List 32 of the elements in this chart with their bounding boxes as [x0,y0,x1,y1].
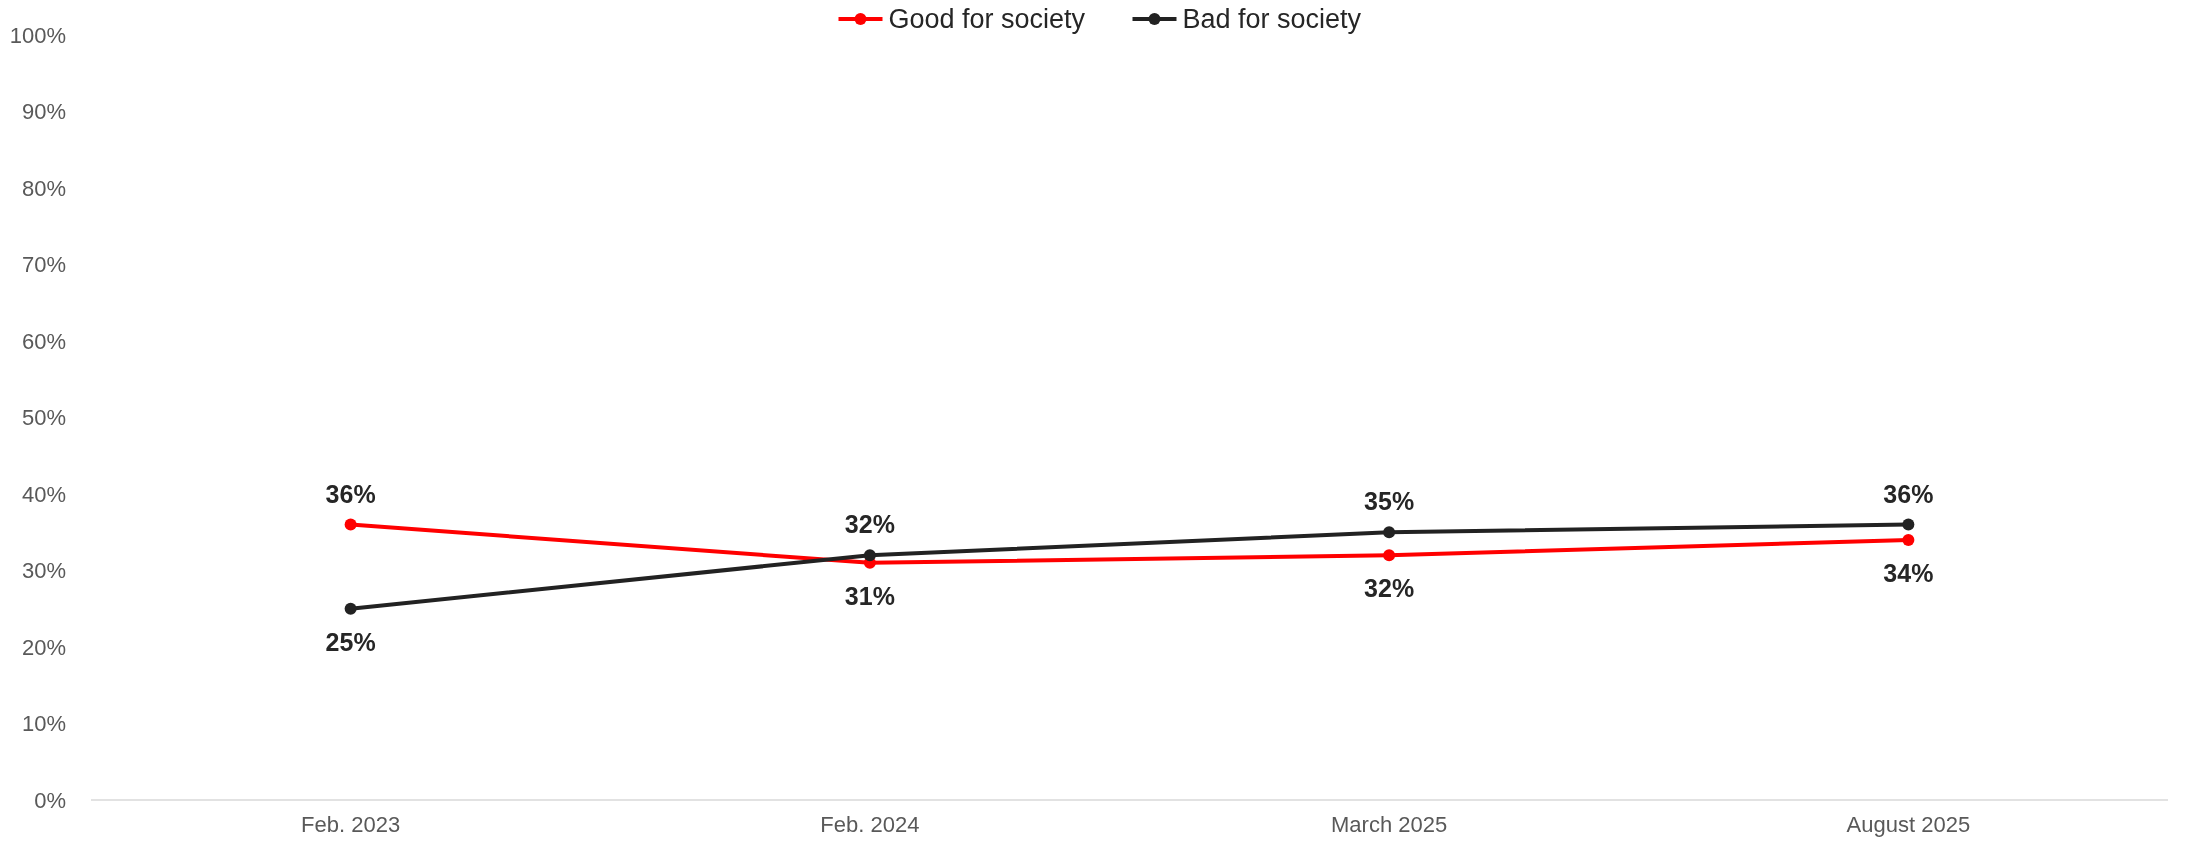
point [863,549,876,562]
y-tick-label: 20% [21,634,66,660]
y-tick-label: 100% [9,22,66,48]
point [344,518,357,531]
data-label: 32% [844,510,895,539]
x-tick-label: Feb. 2023 [301,812,401,837]
legend-label: Good for society [888,4,1086,35]
point [1383,549,1396,562]
x-tick-label: August 2025 [1846,812,1971,837]
y-tick-label: 90% [21,99,66,125]
y-tick-label: 70% [21,252,66,278]
data-label: 36% [1883,479,1934,508]
legend-label: Bad for society [1182,4,1362,35]
y-tick-label: 30% [21,558,66,584]
point [344,602,357,615]
point [1383,526,1396,539]
point [1902,533,1915,546]
data-label: 31% [844,581,895,610]
y-tick-label: 0% [34,787,66,813]
x-tick-label: Feb. 2024 [820,812,920,837]
y-tick-label: 60% [21,328,66,354]
data-label: 34% [1883,558,1934,587]
data-label: 35% [1364,487,1415,516]
y-tick-label: 10% [21,711,66,737]
y-tick-label: 40% [21,481,66,507]
y-tick-label: 50% [21,405,66,431]
y-tick-label: 80% [21,175,66,201]
point [1902,518,1915,531]
data-label: 25% [325,627,376,656]
x-tick-label: March 2025 [1331,812,1448,837]
data-label: 32% [1364,574,1415,603]
data-label: 36% [325,479,376,508]
